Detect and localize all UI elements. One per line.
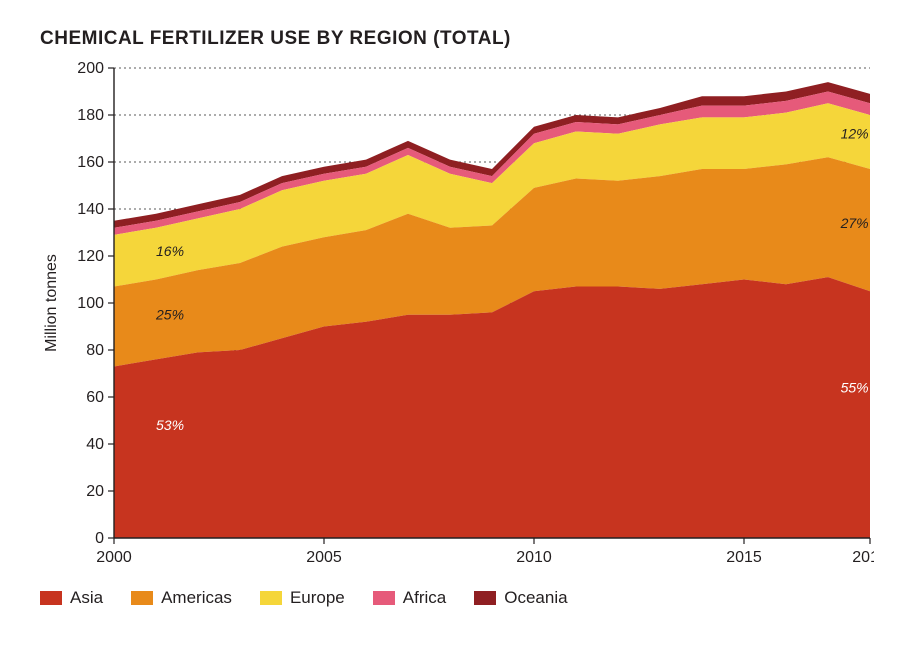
legend-item-europe: Europe <box>260 588 345 608</box>
legend-label: Oceania <box>504 588 567 608</box>
legend: Asia Americas Europe Africa Oceania <box>40 588 874 608</box>
xtick-label: 2000 <box>96 549 132 566</box>
pct-label-americas: 27% <box>840 215 869 231</box>
legend-label: Americas <box>161 588 232 608</box>
legend-swatch <box>373 591 395 605</box>
ytick-label: 120 <box>77 248 104 265</box>
xtick-label: 2015 <box>726 549 762 566</box>
legend-item-asia: Asia <box>40 588 103 608</box>
legend-item-americas: Americas <box>131 588 232 608</box>
ytick-label: 180 <box>77 107 104 124</box>
pct-label-europe: 12% <box>841 126 869 142</box>
pct-label-europe: 16% <box>156 243 184 259</box>
xtick-label: 2010 <box>516 549 552 566</box>
ytick-label: 100 <box>77 295 104 312</box>
ytick-label: 20 <box>86 483 104 500</box>
legend-label: Africa <box>403 588 446 608</box>
legend-label: Asia <box>70 588 103 608</box>
legend-item-oceania: Oceania <box>474 588 567 608</box>
ytick-label: 160 <box>77 154 104 171</box>
chart-title: CHEMICAL FERTILIZER USE BY REGION (TOTAL… <box>40 28 874 50</box>
xtick-label: 2018 <box>852 549 874 566</box>
legend-label: Europe <box>290 588 345 608</box>
pct-label-americas: 25% <box>155 306 184 322</box>
pct-label-asia: 55% <box>841 379 869 395</box>
legend-item-africa: Africa <box>373 588 446 608</box>
stacked-area-chart: 0 20 40 60 80 100 120 140 160 180 200 2000 2005 2010 2… <box>36 60 874 570</box>
ytick-label: 80 <box>86 342 104 359</box>
ytick-label: 0 <box>95 530 104 547</box>
chart-area: 0 20 40 60 80 100 120 140 160 180 200 2000 2005 2010 2… <box>36 60 874 570</box>
ytick-label: 60 <box>86 389 104 406</box>
pct-label-asia: 53% <box>156 417 184 433</box>
legend-swatch <box>40 591 62 605</box>
legend-swatch <box>131 591 153 605</box>
xtick-label: 2005 <box>306 549 342 566</box>
ytick-label: 200 <box>77 60 104 77</box>
ytick-label: 140 <box>77 201 104 218</box>
y-axis-label: Million tonnes <box>43 254 60 352</box>
legend-swatch <box>474 591 496 605</box>
ytick-label: 40 <box>86 436 104 453</box>
legend-swatch <box>260 591 282 605</box>
